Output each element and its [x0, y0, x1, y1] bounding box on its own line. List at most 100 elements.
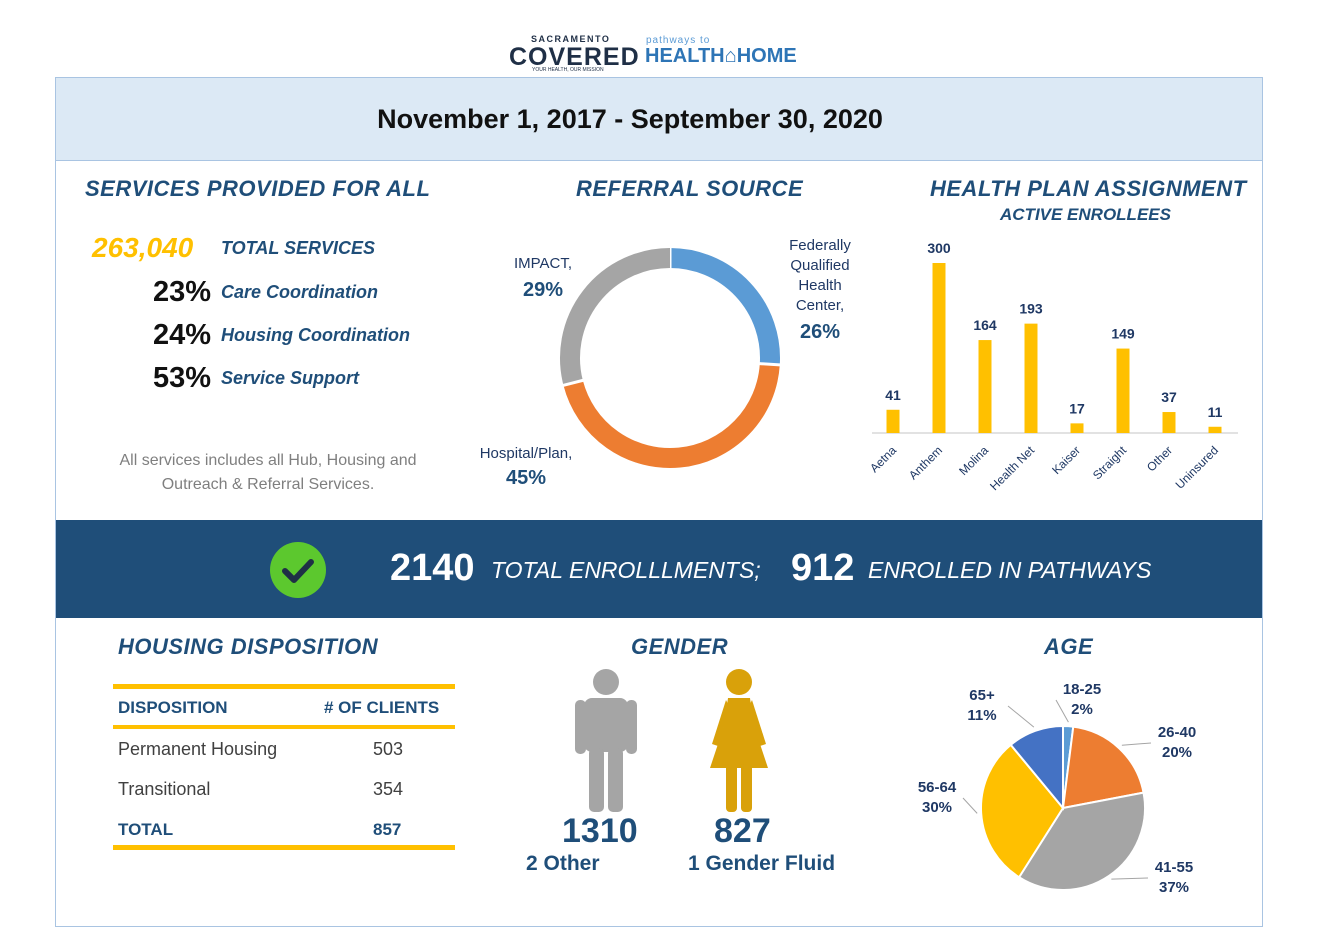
date-range: November 1, 2017 - September 30, 2020	[377, 104, 883, 134]
housing-table-bottom-rule	[113, 845, 455, 850]
donut-segment-federally-qualified-health-center	[669, 248, 780, 365]
housing-row-value: 503	[373, 739, 404, 759]
bar-category-label: Aetna	[867, 443, 899, 475]
age-slice-41-55	[1017, 791, 1146, 891]
health-plan-bar-chart: 41 Aetna 300 Anthem 164 Molina 193 Health Net 17…	[867, 240, 1238, 493]
bar-category-label: Anthem	[906, 443, 945, 482]
health-plan-title: HEALTH PLAN ASSIGNMENT	[930, 176, 1247, 201]
health-plan-subtitle: ACTIVE ENROLLEES	[1000, 205, 1171, 224]
bar-value-label: 11	[1208, 404, 1223, 420]
bar-value-label: 164	[973, 317, 997, 333]
age-pct-label: 37%	[1159, 879, 1189, 896]
hospital-label: Hospital/Plan,	[479, 445, 573, 462]
fqhc-label-line1: Federally	[789, 237, 851, 254]
services-note: All services includes all Hub, Housing a…	[88, 449, 448, 497]
bar-value-label: 17	[1069, 400, 1085, 416]
age-leader-line	[1007, 705, 1035, 728]
housing-total-label: TOTAL	[118, 820, 174, 839]
housing-row-label: Permanent Housing	[118, 739, 278, 759]
bar-uninsured	[1208, 426, 1222, 433]
bar-category-label: Kaiser	[1049, 443, 1083, 477]
age-pie-chart: 18-25 2% 26-40 20% 41-55 37% 56-64 30% 65+ 11%	[918, 681, 1196, 896]
services-title: SERVICES PROVIDED FOR ALL	[85, 176, 431, 201]
fqhc-pct: 26%	[799, 321, 841, 343]
bar-category-label: Straight	[1090, 443, 1130, 483]
male-figure-icon	[575, 669, 637, 812]
donut-segment-hospital-plan	[563, 363, 780, 468]
gender-title: GENDER	[631, 634, 729, 659]
services-note-line2: Outreach & Referral Services.	[161, 476, 375, 493]
age-leader-line	[962, 797, 978, 814]
donut-separator	[561, 378, 586, 388]
hospital-pct: 45%	[505, 467, 547, 489]
referral-title: REFERRAL SOURCE	[576, 176, 804, 201]
age-slice-65	[1009, 724, 1064, 811]
bar-straight	[1116, 348, 1130, 433]
age-leader-line	[1055, 699, 1069, 723]
housing-title: HOUSING DISPOSITION	[118, 634, 379, 659]
female-count: 827	[714, 812, 771, 850]
age-slice-26-40	[1061, 725, 1145, 810]
housing-row-value: 354	[373, 779, 404, 799]
services-note-line1: All services includes all Hub, Housing a…	[119, 452, 417, 469]
bar-value-label: 300	[927, 240, 951, 256]
housing-coordination-pct: 24%	[153, 319, 212, 351]
male-count: 1310	[562, 812, 638, 850]
content-frame	[55, 77, 1263, 927]
bar-health-net	[1024, 323, 1038, 433]
date-band	[56, 78, 1262, 161]
pathways-value: 912	[791, 547, 855, 589]
care-coordination-label: Care Coordination	[221, 282, 379, 302]
referral-donut-chart	[560, 246, 782, 468]
female-gender-fluid: 1 Gender Fluid	[688, 852, 836, 875]
bar-value-label: 41	[885, 387, 901, 403]
age-leader-line	[1111, 877, 1149, 880]
logo-health-home: HEALTH⌂HOME	[645, 45, 797, 67]
housing-col-disposition: DISPOSITION	[118, 698, 228, 717]
age-pct-label: 30%	[922, 799, 952, 816]
fqhc-label: Federally Qualified Health Center,	[772, 236, 868, 316]
bar-value-label: 149	[1111, 326, 1135, 342]
age-pct-label: 11%	[967, 707, 996, 724]
bar-value-label: 193	[1019, 301, 1043, 317]
age-slice-56-64	[980, 743, 1065, 879]
bar-molina	[978, 340, 992, 433]
care-coordination-pct: 23%	[153, 276, 212, 308]
total-services-label: TOTAL SERVICES	[221, 238, 376, 258]
bar-value-label: 37	[1161, 389, 1177, 405]
bar-anthem	[932, 263, 946, 433]
housing-total-value: 857	[373, 820, 402, 839]
female-figure-icon	[710, 669, 768, 812]
housing-coordination-label: Housing Coordination	[221, 325, 410, 345]
housing-table-header-rule	[113, 725, 455, 729]
logo-covered: COVERED	[509, 43, 640, 71]
donut-separator	[757, 362, 782, 367]
impact-label: IMPACT,	[513, 255, 573, 272]
logo-sacramento: SACRAMENTO	[531, 34, 611, 44]
bar-category-label: Uninsured	[1173, 443, 1222, 492]
bar-other	[1162, 412, 1176, 433]
bar-aetna	[886, 409, 900, 433]
fqhc-label-line2: Qualified	[790, 257, 850, 274]
fqhc-label-line4: Center,	[795, 297, 845, 314]
bar-kaiser	[1070, 423, 1084, 433]
age-title: AGE	[1044, 634, 1094, 659]
housing-col-clients: # OF CLIENTS	[324, 698, 440, 717]
bar-category-label: Molina	[956, 443, 991, 478]
age-pct-label: 20%	[1162, 744, 1192, 761]
age-category-label: 26-40	[1158, 724, 1196, 741]
age-category-label: 18-25	[1063, 681, 1101, 698]
total-enrollments-label: TOTAL ENROLLLMENTS;	[491, 557, 761, 583]
donut-segment-impact	[560, 248, 671, 386]
housing-row-label: Transitional	[118, 779, 211, 799]
logo-tagline: YOUR HEALTH, OUR MISSION	[532, 67, 604, 73]
total-enrollments-value: 2140	[390, 547, 475, 589]
age-category-label: 41-55	[1155, 859, 1193, 876]
bar-category-label: Health Net	[987, 443, 1037, 493]
total-services-value: 263,040	[92, 232, 194, 263]
fqhc-label-line3: Health	[798, 277, 842, 294]
impact-pct: 29%	[522, 279, 564, 301]
age-leader-line	[1121, 742, 1152, 746]
enrollment-banner	[56, 520, 1262, 618]
logo-pathways-small: pathways to	[646, 35, 711, 46]
